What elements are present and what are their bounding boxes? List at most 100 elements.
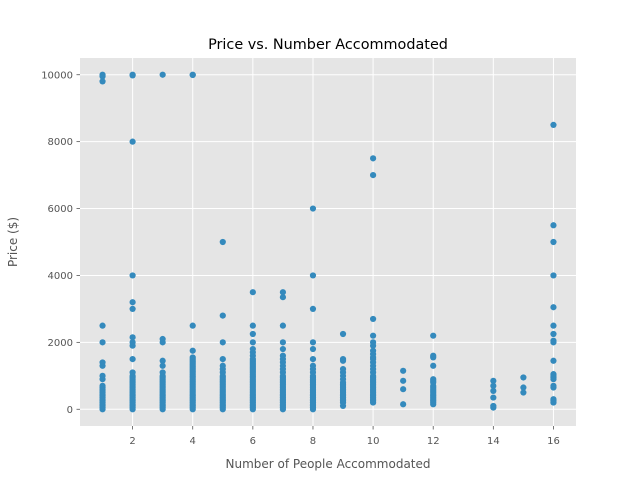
y-tick-label: 10000 [41,70,73,81]
plot-area [80,58,576,426]
data-point [309,205,317,212]
x-tick-label: 16 [547,436,560,447]
x-tick-label: 14 [487,436,500,447]
data-point [219,312,226,319]
data-point [430,332,437,339]
data-point [369,155,377,162]
data-point [520,374,527,381]
data-point [490,404,497,411]
data-point [219,238,226,246]
data-point [279,345,287,353]
data-point [99,362,106,369]
data-point [99,376,106,383]
data-point [550,322,557,329]
data-points [99,71,557,413]
data-point [129,406,136,413]
data-point [189,347,196,354]
data-point [309,406,317,413]
data-point [99,322,106,329]
y-tick-label: 4000 [48,271,73,282]
data-point [490,377,497,384]
data-point [550,399,557,406]
data-point [309,345,317,353]
data-point [129,334,136,341]
data-point [369,171,377,179]
x-axis-label: Number of People Accommodated [225,457,430,471]
grid-lines [80,58,576,426]
data-point [279,339,287,346]
data-point [219,406,226,413]
data-point [490,387,497,394]
data-point [369,332,377,339]
data-point [520,384,527,391]
data-point [249,289,256,296]
y-tick-label: 2000 [48,338,73,349]
data-point [129,342,136,349]
data-point [129,72,136,79]
data-point [520,389,527,396]
data-point [550,238,557,246]
data-point [550,357,557,364]
x-tick-label: 8 [310,436,316,447]
data-point [400,401,407,408]
data-point [309,355,317,363]
data-point [249,322,256,329]
data-point [550,339,557,346]
data-point [369,342,377,349]
data-point [550,121,557,129]
x-tick-label: 12 [427,436,440,447]
data-point [550,222,557,229]
data-point [339,330,347,338]
data-point [339,357,347,364]
data-point [550,330,557,338]
data-point [279,294,287,301]
y-tick-label: 0 [67,405,73,416]
data-point [369,315,377,323]
data-point [159,357,166,364]
x-tick-label: 4 [190,436,196,447]
data-point [279,289,287,296]
data-point [369,399,377,406]
data-point [219,355,226,363]
data-point [490,394,497,401]
data-point [550,304,557,311]
data-point [99,406,106,413]
data-point [99,78,106,85]
data-point [339,402,347,410]
data-point [159,71,166,78]
data-point [400,386,407,393]
data-point [490,382,497,389]
data-point [129,305,136,313]
data-point [550,272,557,279]
data-point [279,322,287,329]
data-point [129,355,136,363]
data-point [279,406,287,413]
data-point [249,406,256,413]
x-tick-label: 6 [250,436,256,447]
x-tick-label: 10 [367,436,380,447]
y-tick-label: 8000 [48,137,73,148]
data-point [430,401,437,408]
data-point [309,272,317,279]
data-point [249,339,256,346]
data-point [159,362,166,369]
data-point [129,299,136,306]
x-tick-label: 2 [129,436,135,447]
data-point [99,73,106,80]
data-point [129,272,136,279]
data-point [309,305,317,313]
y-tick-label: 6000 [48,204,73,215]
data-point [99,339,106,346]
data-point [189,406,196,413]
data-point [430,362,437,369]
data-point [159,339,166,346]
data-point [129,138,136,145]
data-point [550,384,557,391]
data-point [219,339,226,346]
data-point [400,367,407,374]
data-point [249,330,256,338]
data-point [309,339,317,346]
axis-ticks: 2 4 6 8 10 12 14 16 0 2000 4000 6000 8000 10000 [41,70,560,447]
y-axis-label: Price ($) [6,217,20,267]
